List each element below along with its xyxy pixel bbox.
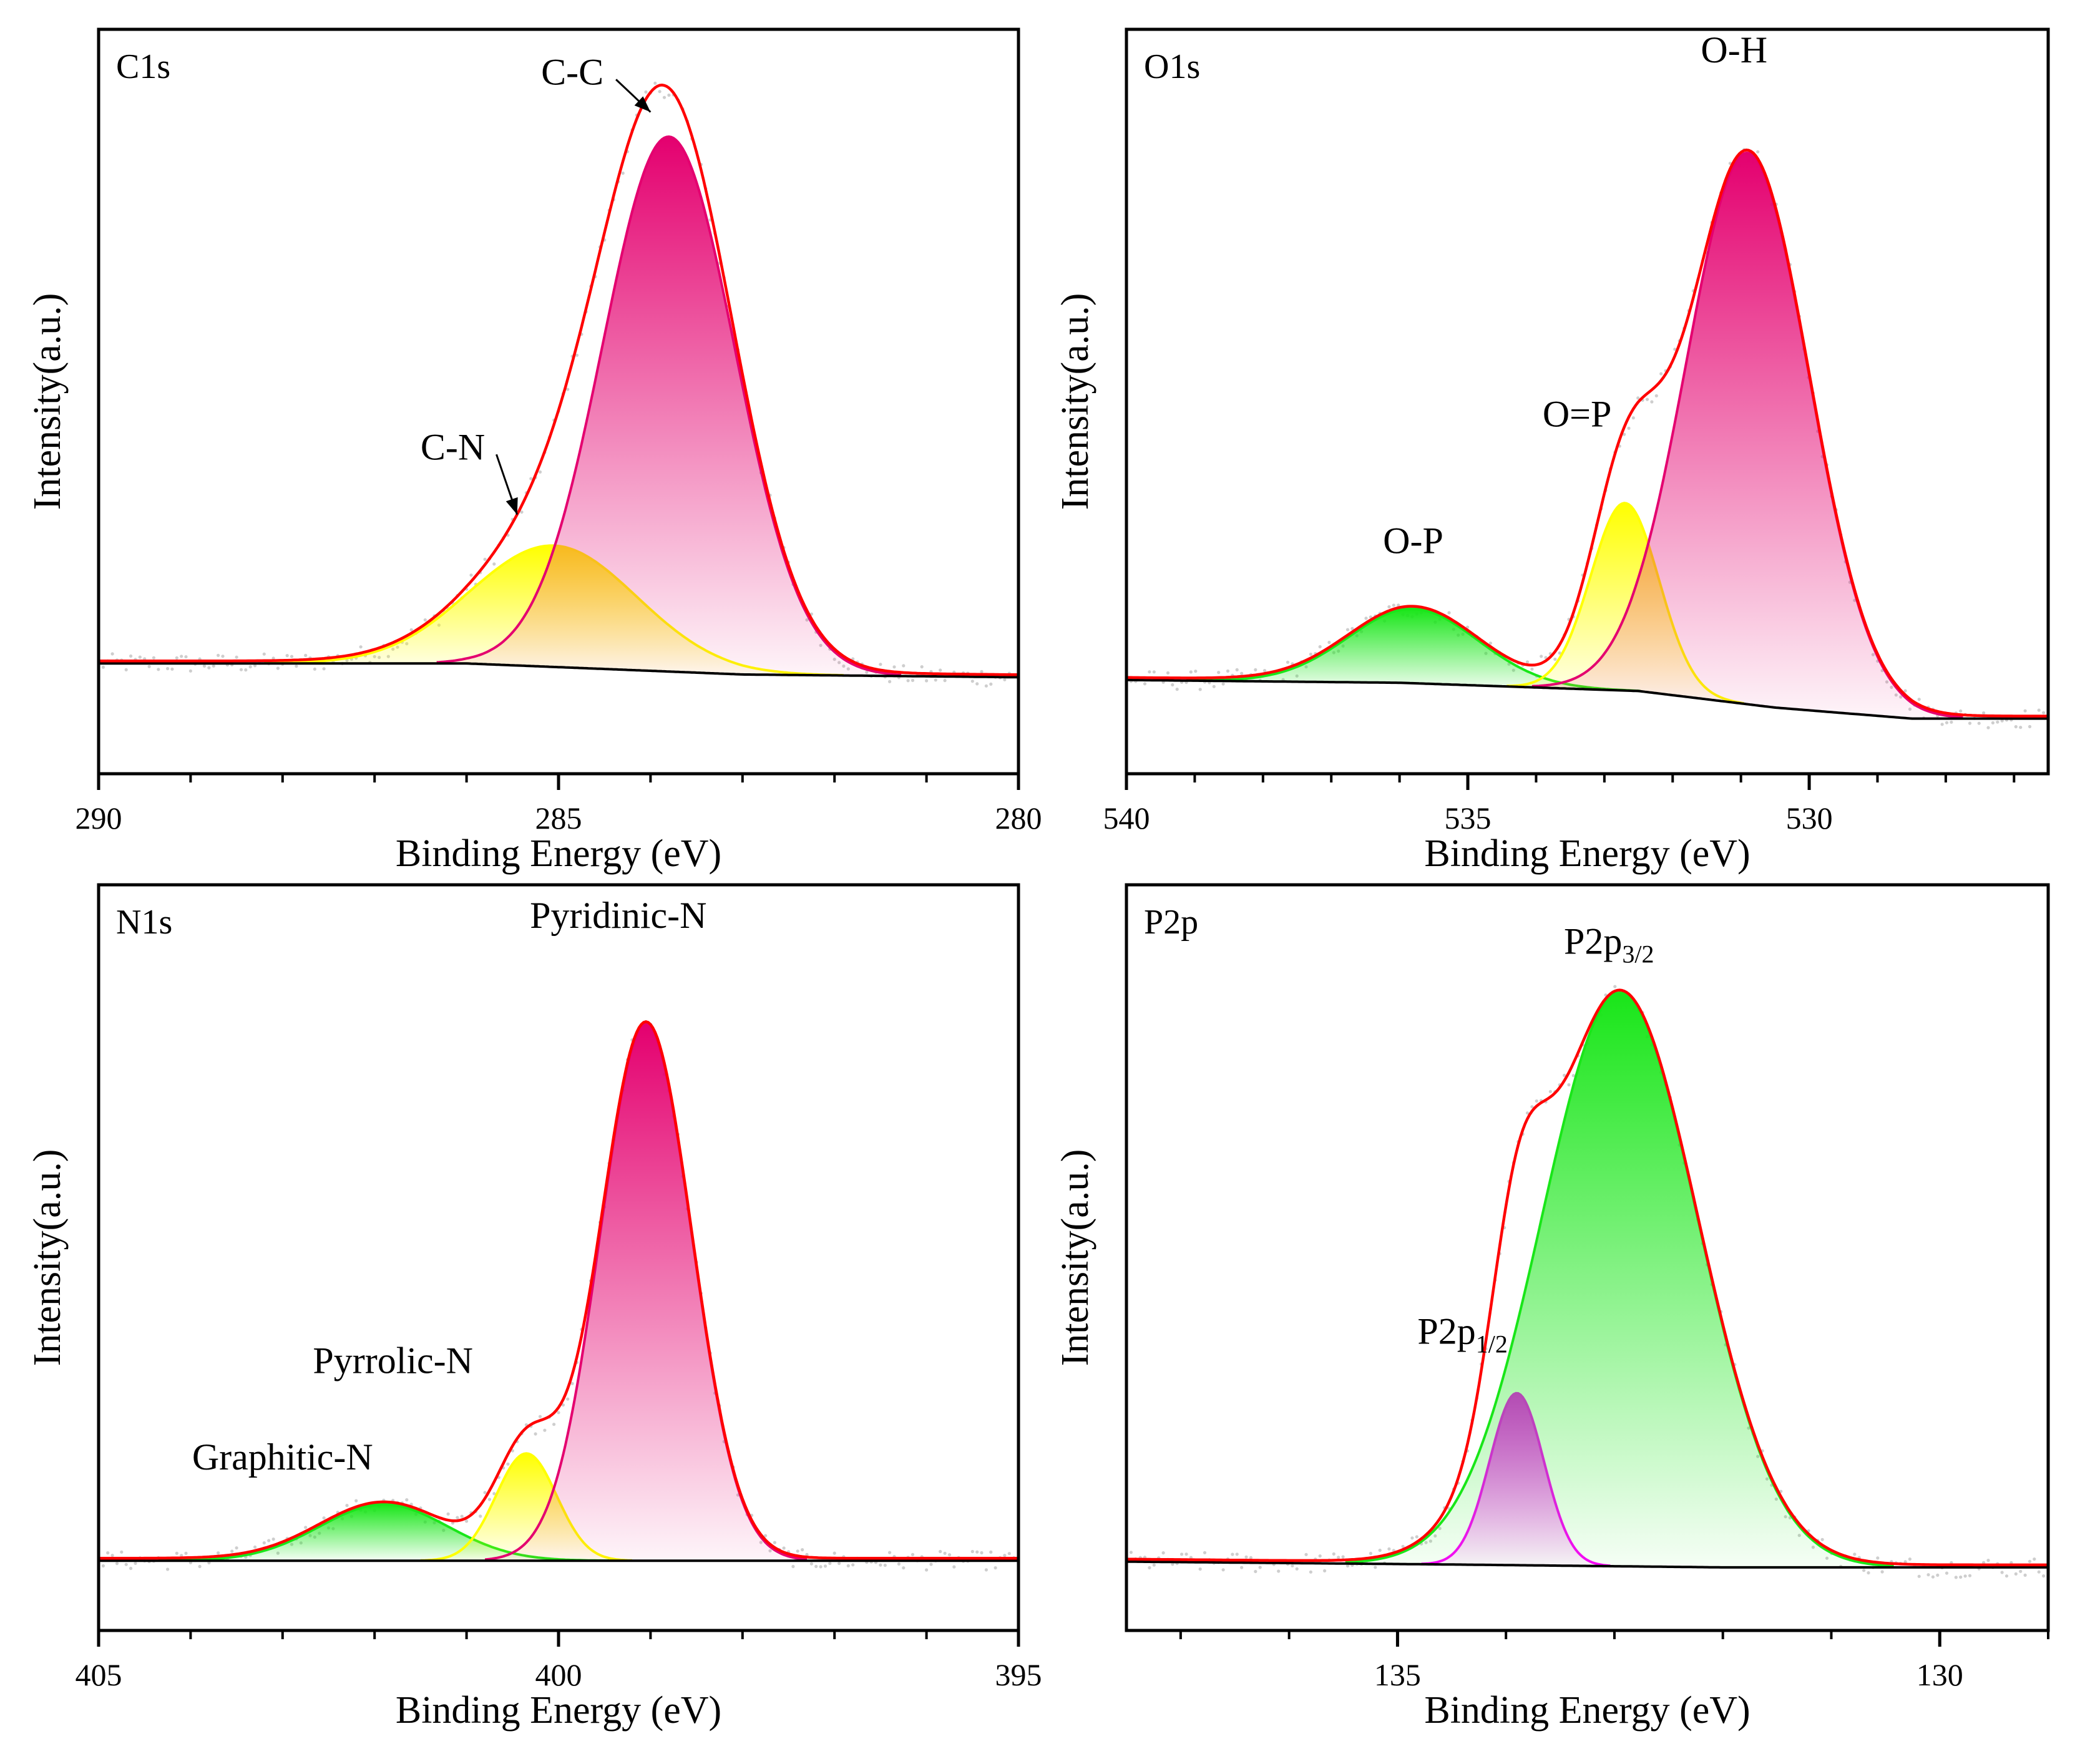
n1s-tick-label-395: 395 — [995, 1657, 1042, 1692]
n1s-peak-fill-pyrrolic-n — [420, 1453, 632, 1561]
n1s-y-axis-label: Intensity(a.u.) — [26, 1149, 69, 1367]
o1s-plot-area — [1126, 148, 2048, 729]
n1s-annotation-pyridinic-n: Pyridinic-N — [530, 895, 706, 936]
c1s-annotation-arrowhead-c-c — [634, 96, 651, 112]
c1s-peak-fill-c-c — [436, 137, 902, 676]
c1s-panel: 290 285 280 Binding Energy (eV) Intensity(a.… — [26, 27, 1042, 875]
n1s-tick-label-400: 400 — [535, 1657, 582, 1692]
c1s-tick-label-280: 280 — [995, 801, 1042, 836]
c1s-y-axis-label: Intensity(a.u.) — [26, 293, 69, 510]
c1s-plot-area — [99, 81, 1018, 688]
c1s-annotation-c-c: C-C — [541, 51, 603, 92]
c1s-x-ticks: 290 285 280 — [76, 774, 1042, 836]
o1s-peak-fill-o-p — [1506, 503, 1744, 704]
p2p-plot-area — [1126, 985, 2048, 1579]
o1s-x-ticks: 540 535 530 — [1103, 774, 2016, 836]
xps-panels: 290 285 280 Binding Energy (eV) Intensity(a.… — [26, 27, 2050, 1732]
n1s-annotation-pyrrolic-n: Pyrrolic-N — [313, 1340, 473, 1381]
o1s-envelope-line — [1126, 149, 2048, 718]
c1s-tick-label-285: 285 — [535, 801, 582, 836]
n1s-tick-label-405: 405 — [76, 1657, 122, 1692]
o1s-annotation-o-p: O-P — [1383, 520, 1443, 562]
o1s-y-axis-label: Intensity(a.u.) — [1054, 293, 1096, 510]
n1s-panel: 405 400 395 Binding Energy (eV) Intensity(a.… — [26, 883, 1042, 1732]
c1s-tick-label-290: 290 — [76, 801, 122, 836]
p2p-annotation-p2p3-2: P2p3/2 — [1564, 920, 1654, 968]
p2p-y-axis-label: Intensity(a.u.) — [1054, 1149, 1096, 1367]
p2p-x-axis-label: Binding Energy (eV) — [1424, 1689, 1750, 1732]
c1s-x-axis-label: Binding Energy (eV) — [396, 832, 721, 875]
o1s-frame — [1125, 27, 2050, 776]
c1s-background-line — [99, 662, 1018, 679]
o1s-tick-label-535: 535 — [1445, 801, 1492, 836]
p2p-peak-line-p2p3-2 — [1345, 991, 1894, 1567]
c1s-peak-line-c-c — [436, 135, 902, 676]
o1s-annotation-o-p: O=P — [1543, 393, 1612, 434]
p2p-tick-label-135: 135 — [1374, 1657, 1421, 1692]
p2p-x-ticks: 135 130 — [1179, 1630, 2049, 1692]
n1s-envelope-line — [99, 1020, 1018, 1560]
c1s-panel-label: C1s — [116, 47, 170, 86]
p2p-panel-label: P2p — [1144, 903, 1198, 942]
c1s-envelope-line — [99, 84, 1018, 676]
p2p-peak-fill-p2p3-2 — [1345, 992, 1894, 1567]
n1s-x-ticks: 405 400 395 — [76, 1630, 1042, 1692]
c1s-annotation-c-n: C-N — [421, 426, 485, 467]
o1s-tick-label-540: 540 — [1103, 801, 1150, 836]
n1s-peak-fill-pyridinic-n — [485, 1024, 807, 1561]
o1s-panel: 540 535 530 Binding Energy (eV) Intensity(a.… — [1054, 27, 2050, 875]
p2p-panel: 135 130 Binding Energy (eV) Intensity(a.u.)… — [1054, 883, 2050, 1732]
o1s-annotation-o-h: O-H — [1701, 29, 1767, 71]
n1s-annotation-graphitic-n: Graphitic-N — [192, 1436, 373, 1478]
o1s-peak-fill-o-p — [1186, 608, 1641, 691]
p2p-envelope-line — [1126, 988, 2048, 1567]
p2p-background-line — [1126, 1560, 2048, 1569]
n1s-x-axis-label: Binding Energy (eV) — [396, 1689, 721, 1732]
c1s-annotation-arrowhead-c-n — [505, 497, 518, 515]
n1s-plot-area — [99, 1020, 1018, 1572]
o1s-tick-label-530: 530 — [1786, 801, 1833, 836]
o1s-peak-line-o-h — [1531, 151, 1963, 719]
o1s-x-axis-label: Binding Energy (eV) — [1424, 832, 1750, 875]
o1s-background-line — [1126, 678, 2048, 720]
n1s-panel-label: N1s — [116, 903, 172, 942]
p2p-annotation-p2p1-2: P2p1/2 — [1417, 1310, 1508, 1358]
n1s-peak-fill-graphitic-n — [158, 1504, 610, 1561]
p2p-frame — [1125, 883, 2050, 1632]
p2p-tick-label-130: 130 — [1917, 1657, 1963, 1692]
o1s-panel-label: O1s — [1144, 47, 1200, 86]
